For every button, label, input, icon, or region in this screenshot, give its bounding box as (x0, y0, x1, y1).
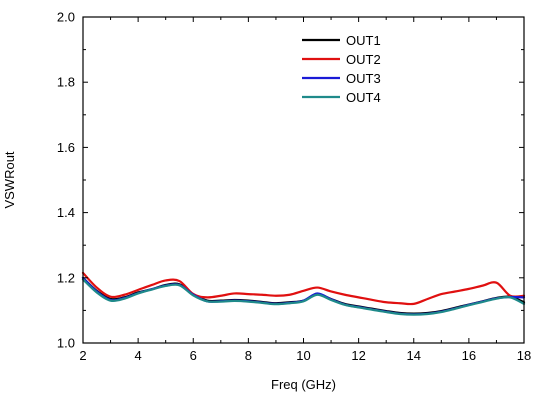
y-tick-label: 2.0 (57, 10, 75, 25)
x-tick-label: 8 (245, 348, 252, 363)
legend-label-out1: OUT1 (346, 33, 381, 48)
y-tick-label: 1.4 (57, 205, 75, 220)
x-tick-label: 2 (79, 348, 86, 363)
x-tick-label: 10 (296, 348, 310, 363)
x-axis-ticks: 2 4 6 8 10 12 14 16 18 (79, 17, 531, 363)
x-tick-label: 6 (190, 348, 197, 363)
legend-label-out3: OUT3 (346, 71, 381, 86)
y-axis-ticks: 1.0 1.2 1.4 1.6 1.8 2.0 (57, 10, 524, 351)
x-tick-label: 16 (462, 348, 476, 363)
legend-label-out2: OUT2 (346, 52, 381, 67)
x-axis-title: Freq (GHz) (271, 377, 336, 392)
series-line-out2 (81, 271, 526, 306)
x-tick-label: 18 (517, 348, 531, 363)
y-tick-label: 1.2 (57, 270, 75, 285)
plot-frame (82, 16, 525, 344)
x-tick-label: 14 (407, 348, 421, 363)
y-tick-label: 1.0 (57, 336, 75, 351)
legend-label-out4: OUT4 (346, 90, 381, 105)
y-axis-title: VSWRout (2, 151, 17, 208)
x-tick-label: 4 (135, 348, 142, 363)
legend: OUT1 OUT2 OUT3 OUT4 (302, 33, 381, 105)
y-tick-label: 1.6 (57, 140, 75, 155)
y-tick-label: 1.8 (57, 75, 75, 90)
plot-series (81, 271, 526, 316)
x-tick-label: 12 (351, 348, 365, 363)
series-line-out4 (81, 278, 526, 316)
